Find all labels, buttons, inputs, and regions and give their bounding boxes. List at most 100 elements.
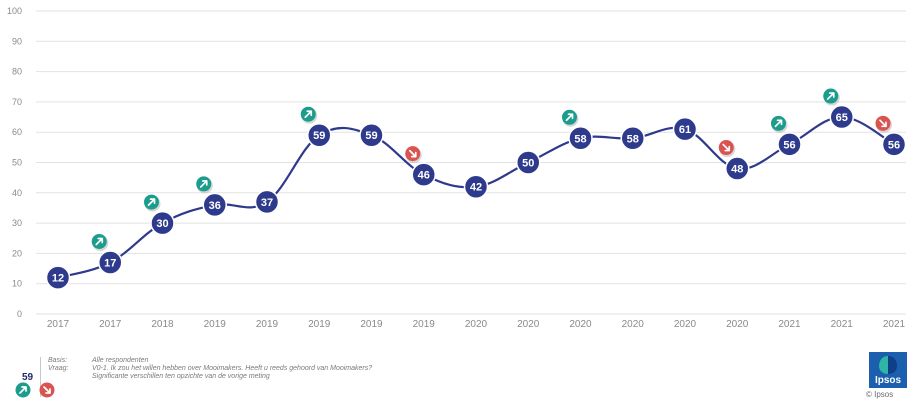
y-tick-label: 60 [12, 127, 22, 137]
x-tick-label: 2017 [99, 319, 122, 330]
data-point-marker [725, 156, 750, 181]
significance-icons [91, 88, 892, 251]
y-tick-label: 80 [12, 67, 22, 77]
y-tick-label: 40 [12, 188, 22, 198]
data-point-marker [359, 122, 384, 148]
data-point: 58 [620, 126, 645, 151]
note-basis: Basis: Alle respondenten [48, 357, 149, 364]
y-tick-label: 30 [12, 218, 22, 228]
data-label: 61 [679, 124, 691, 136]
gridlines [36, 10, 906, 315]
arrow-down-right-icon [875, 115, 892, 133]
x-axis-ticks: 2017 2017 2018 2019 2019 2019 2019 2019 2020 2020… [47, 319, 906, 330]
x-tick-label: 2020 [517, 319, 540, 330]
data-point-marker [881, 132, 907, 157]
arrow-up-right-icon [15, 382, 31, 398]
x-tick-label: 2019 [204, 319, 227, 330]
data-label: 58 [627, 133, 639, 145]
data-point: 56 [777, 132, 802, 157]
arrow-up-right-icon [91, 233, 109, 251]
arrow-up-right-icon [300, 106, 318, 124]
x-tick-label: 2020 [569, 319, 592, 330]
arrow-down-right-icon [718, 140, 736, 158]
data-label: 12 [52, 273, 64, 285]
ipsos-logo: Ipsos [869, 352, 907, 388]
data-points: 12 17 30 36 37 59 59 46 42 50 58 58 61 48 56 65 56 [45, 104, 907, 290]
data-point: 56 [881, 132, 907, 157]
data-point-marker [150, 210, 175, 236]
x-tick-label: 2019 [413, 319, 436, 330]
x-tick-label: 2020 [674, 319, 697, 330]
y-tick-label: 90 [12, 36, 22, 46]
data-point-marker [777, 132, 802, 157]
data-label: 36 [209, 200, 221, 212]
data-label: 50 [522, 158, 534, 170]
data-point: 61 [672, 116, 698, 142]
x-tick-label: 2018 [151, 319, 174, 330]
data-label: 59 [365, 130, 377, 142]
y-tick-label: 100 [7, 6, 22, 16]
footnotes: Basis: Alle respondenten Vraag: V0-1. Ik… [48, 357, 372, 382]
x-tick-label: 2019 [360, 319, 383, 330]
data-point: 36 [202, 192, 227, 218]
data-point: 65 [829, 104, 854, 130]
data-point: 48 [725, 156, 750, 181]
data-label: 65 [836, 112, 848, 124]
data-point: 59 [307, 122, 332, 148]
data-point-marker [45, 265, 71, 290]
data-point: 50 [516, 150, 541, 175]
data-label: 56 [888, 139, 900, 151]
data-point: 46 [411, 162, 436, 187]
data-point-marker [98, 250, 123, 275]
x-tick-label: 2021 [831, 319, 854, 330]
data-point-marker [829, 104, 854, 130]
x-tick-label: 2020 [465, 319, 488, 330]
arrow-up-right-icon [196, 176, 213, 194]
data-point: 37 [254, 189, 280, 215]
x-tick-label: 2020 [622, 319, 645, 330]
data-label: 42 [470, 182, 482, 194]
data-point: 30 [150, 210, 175, 236]
data-label: 48 [731, 164, 743, 176]
x-tick-label: 2019 [256, 319, 279, 330]
data-label: 46 [418, 170, 430, 182]
data-point: 59 [359, 122, 384, 148]
x-tick-label: 2019 [308, 319, 331, 330]
footer: 59 Basis: Alle respondenten Vraag: V0-1.… [0, 352, 913, 403]
footer-divider [40, 357, 41, 397]
data-point: 58 [568, 126, 593, 151]
data-point-marker [516, 150, 541, 175]
significance-legend [15, 382, 60, 398]
y-axis-ticks: 0 10 20 30 40 50 60 70 80 90 100 [7, 6, 22, 319]
data-point-marker [672, 116, 698, 142]
x-tick-label: 2021 [778, 319, 801, 330]
logo-text: Ipsos [874, 375, 902, 386]
arrow-up-right-icon [562, 109, 579, 127]
data-point-marker [463, 174, 489, 199]
note-question: Vraag: V0-1. Ik zou het willen hebben ov… [48, 365, 373, 373]
arrow-up-right-icon [144, 194, 161, 212]
data-label: 30 [156, 218, 168, 230]
data-point-marker [307, 122, 332, 148]
arrow-up-right-icon [823, 88, 840, 106]
data-label: 59 [313, 130, 325, 142]
arrow-down-right-icon [405, 146, 422, 164]
data-point-marker [411, 162, 436, 187]
y-tick-label: 10 [12, 279, 22, 289]
y-tick-label: 70 [12, 97, 22, 107]
x-tick-label: 2017 [47, 319, 70, 330]
slide-number: 59 [22, 372, 34, 383]
data-label: 17 [104, 257, 116, 269]
data-point-marker [620, 126, 645, 151]
note-significance: Significante verschillen ten opzichte va… [92, 373, 270, 381]
x-tick-label: 2020 [726, 319, 749, 330]
copyright: © Ipsos [866, 390, 894, 399]
data-point-marker [568, 126, 593, 151]
data-point-marker [254, 189, 280, 215]
data-label: 58 [574, 133, 586, 145]
arrow-up-right-icon [771, 115, 788, 133]
data-label: 37 [261, 197, 273, 209]
logo-mark-icon [879, 356, 897, 374]
data-point: 42 [463, 174, 489, 199]
